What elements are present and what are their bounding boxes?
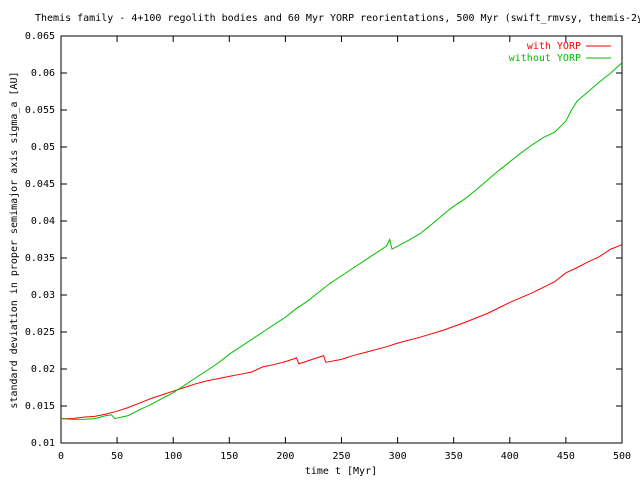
x-tick-label: 200 bbox=[276, 451, 294, 462]
y-tick-label: 0.06 bbox=[31, 68, 55, 79]
x-tick-label: 350 bbox=[445, 451, 463, 462]
x-axis-label: time t [Myr] bbox=[305, 466, 377, 477]
y-tick-label: 0.05 bbox=[31, 142, 55, 153]
x-tick-label: 50 bbox=[111, 451, 123, 462]
y-tick-label: 0.065 bbox=[25, 31, 55, 42]
x-tick-label: 400 bbox=[501, 451, 519, 462]
y-tick-label: 0.025 bbox=[25, 327, 55, 338]
x-tick-label: 100 bbox=[164, 451, 182, 462]
legend-label: without YORP bbox=[509, 53, 581, 64]
y-tick-label: 0.03 bbox=[31, 290, 55, 301]
y-tick-label: 0.055 bbox=[25, 105, 55, 116]
chart-title: Themis family - 4+100 regolith bodies an… bbox=[35, 13, 640, 24]
x-tick-label: 150 bbox=[220, 451, 238, 462]
y-tick-label: 0.01 bbox=[31, 438, 55, 449]
x-tick-label: 500 bbox=[613, 451, 631, 462]
x-tick-label: 300 bbox=[389, 451, 407, 462]
y-tick-label: 0.035 bbox=[25, 253, 55, 264]
y-axis-label: standard deviation in proper semimajor a… bbox=[9, 71, 20, 408]
y-tick-label: 0.015 bbox=[25, 401, 55, 412]
x-tick-label: 450 bbox=[557, 451, 575, 462]
y-tick-label: 0.045 bbox=[25, 179, 55, 190]
plot-border bbox=[60, 35, 623, 444]
legend-label: with YORP bbox=[527, 41, 581, 52]
x-tick-label: 0 bbox=[58, 451, 64, 462]
series-line bbox=[61, 244, 623, 420]
y-tick-label: 0.02 bbox=[31, 364, 55, 375]
series-line bbox=[60, 62, 623, 420]
x-tick-label: 250 bbox=[332, 451, 350, 462]
y-tick-label: 0.04 bbox=[31, 216, 55, 227]
